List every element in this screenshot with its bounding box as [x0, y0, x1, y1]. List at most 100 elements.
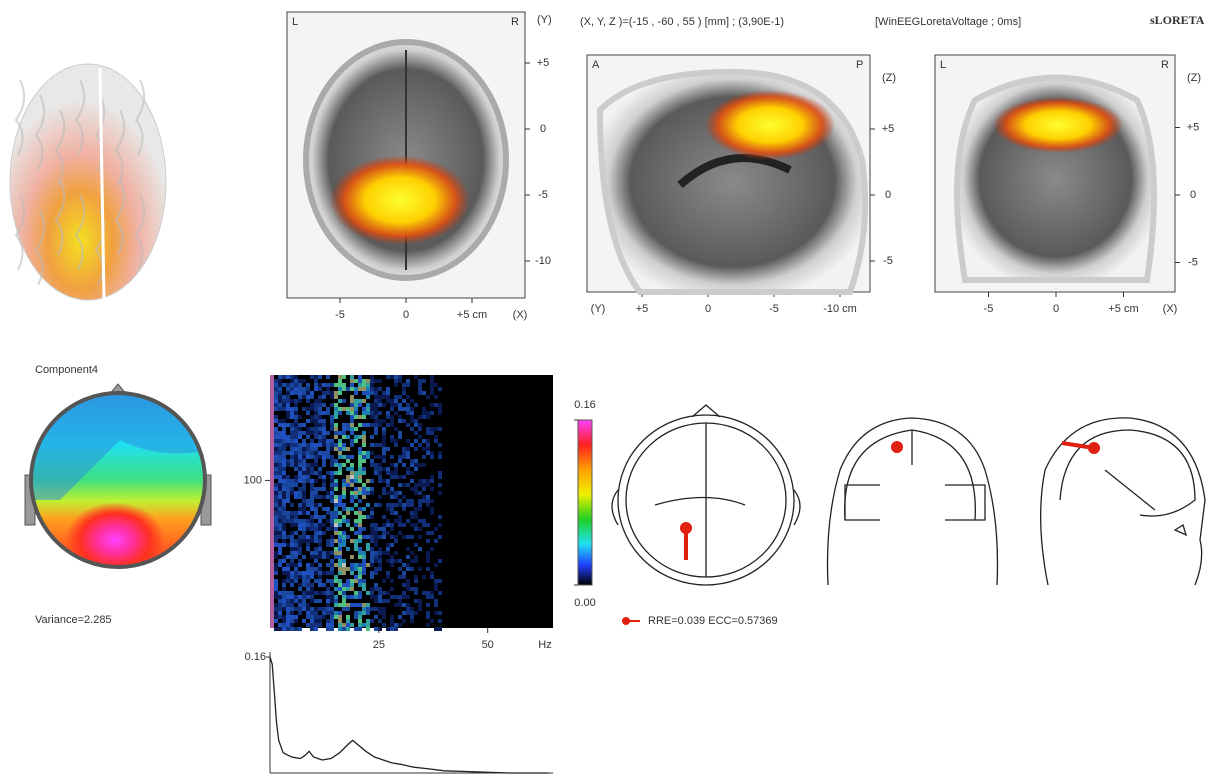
cell — [406, 579, 410, 583]
cell — [298, 587, 302, 591]
cell — [342, 427, 346, 431]
cell — [362, 407, 366, 411]
cell — [330, 527, 334, 531]
cell — [290, 583, 294, 587]
cell — [342, 583, 346, 587]
cell — [358, 447, 362, 451]
cell — [298, 535, 302, 539]
cell — [370, 511, 374, 515]
cell — [418, 535, 422, 539]
cell — [338, 535, 342, 539]
cell — [426, 431, 430, 435]
cell — [318, 487, 322, 491]
cell — [330, 427, 334, 431]
software: sLORETA — [1150, 13, 1205, 27]
cell — [290, 543, 294, 547]
cell — [386, 551, 390, 555]
cell — [370, 391, 374, 395]
cell — [290, 375, 294, 379]
cell — [294, 555, 298, 559]
cell — [370, 379, 374, 383]
cell — [406, 471, 410, 475]
cell — [354, 547, 358, 551]
corner-label: R — [1161, 59, 1169, 71]
cell — [358, 499, 362, 503]
cell — [342, 447, 346, 451]
cell — [346, 535, 350, 539]
cell — [298, 575, 302, 579]
cell — [318, 543, 322, 547]
cell — [330, 599, 334, 603]
cell — [298, 479, 302, 483]
cell — [318, 531, 322, 535]
cell — [282, 427, 286, 431]
cell — [426, 447, 430, 451]
cell — [278, 463, 282, 467]
cell — [294, 463, 298, 467]
cell — [314, 463, 318, 467]
cell — [282, 531, 286, 535]
cell — [282, 595, 286, 599]
cell — [430, 575, 434, 579]
cell — [334, 383, 338, 387]
cell — [318, 383, 322, 387]
cell — [346, 507, 350, 511]
cell — [342, 599, 346, 603]
cell — [414, 555, 418, 559]
cell — [282, 495, 286, 499]
cell — [386, 411, 390, 415]
cell — [382, 403, 386, 407]
cell — [278, 591, 282, 595]
cell — [298, 443, 302, 447]
cell — [274, 595, 278, 599]
cell — [390, 527, 394, 531]
cell — [282, 535, 286, 539]
cell — [294, 595, 298, 599]
cell — [314, 507, 318, 511]
cell — [278, 627, 282, 631]
cell — [298, 475, 302, 479]
cell — [402, 475, 406, 479]
cell — [430, 531, 434, 535]
cell — [302, 579, 306, 583]
cell — [438, 471, 442, 475]
cell — [402, 563, 406, 567]
cell — [274, 399, 278, 403]
cell — [362, 483, 366, 487]
cell — [274, 475, 278, 479]
cell — [430, 387, 434, 391]
cell — [298, 503, 302, 507]
cell — [366, 379, 370, 383]
tick-label: 0 — [705, 303, 711, 315]
cell — [422, 487, 426, 491]
cell — [306, 539, 310, 543]
cell — [318, 475, 322, 479]
cell — [306, 615, 310, 619]
cell — [350, 571, 354, 575]
cell — [290, 423, 294, 427]
cell — [390, 507, 394, 511]
cell — [302, 491, 306, 495]
cell — [430, 591, 434, 595]
cell — [346, 455, 350, 459]
cell — [274, 603, 278, 607]
cell — [390, 463, 394, 467]
cell — [290, 523, 294, 527]
cell — [362, 507, 366, 511]
cell — [362, 415, 366, 419]
cell — [370, 491, 374, 495]
cell — [362, 487, 366, 491]
cell — [310, 391, 314, 395]
cell — [278, 535, 282, 539]
cell — [354, 503, 358, 507]
cell — [358, 399, 362, 403]
cell — [342, 543, 346, 547]
cell — [354, 427, 358, 431]
cell — [294, 483, 298, 487]
cell — [418, 599, 422, 603]
cell — [378, 423, 382, 427]
cell — [370, 451, 374, 455]
cell — [290, 531, 294, 535]
cell — [286, 519, 290, 523]
cell — [362, 455, 366, 459]
